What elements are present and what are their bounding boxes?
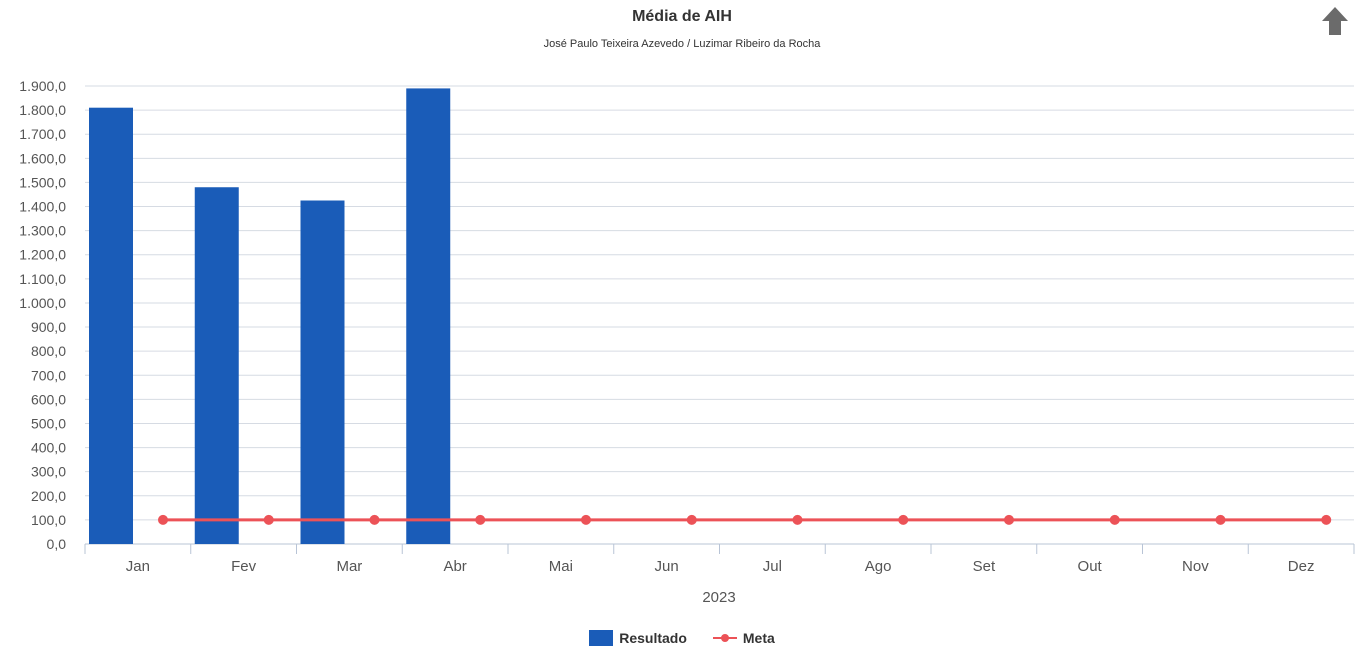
grid-lines <box>85 85 1354 521</box>
bar-resultado[interactable] <box>406 88 451 545</box>
x-tick-label: Jun <box>655 558 679 575</box>
legend-item-resultado[interactable]: Resultado <box>589 630 687 646</box>
chart-subtitle: José Paulo Teixeira Azevedo / Luzimar Ri… <box>543 38 821 50</box>
x-tick-label: Dez <box>1288 558 1315 575</box>
legend: Resultado Meta <box>0 630 1364 646</box>
y-tick-label: 900,0 <box>31 319 66 335</box>
y-tick-label: 500,0 <box>31 415 66 431</box>
y-tick-label: 1.700,0 <box>19 126 66 142</box>
meta-point[interactable] <box>475 514 486 525</box>
x-tick-label: Abr <box>443 558 466 575</box>
x-axis-title: 2023 <box>702 589 735 606</box>
y-tick-label: 200,0 <box>31 488 66 504</box>
meta-point[interactable] <box>263 514 274 525</box>
y-tick-label: 300,0 <box>31 464 66 480</box>
x-tick-label: Fev <box>231 558 257 575</box>
y-tick-label: 600,0 <box>31 391 66 407</box>
x-tick-label: Out <box>1078 558 1103 575</box>
y-tick-label: 1.600,0 <box>19 150 66 166</box>
y-tick-label: 1.000,0 <box>19 295 66 311</box>
bar-resultado[interactable] <box>89 107 133 545</box>
chart-title: Média de AIH <box>632 8 732 25</box>
y-tick-label: 1.500,0 <box>19 174 66 190</box>
legend-label-resultado: Resultado <box>619 630 687 646</box>
meta-point[interactable] <box>158 514 168 525</box>
y-tick-label: 100,0 <box>31 512 66 528</box>
x-tick-label: Mar <box>336 558 362 575</box>
chart-area: 0,0 100,0 200,0 300,0 400,0 500,0 600,0 700,0 80… <box>19 78 1355 606</box>
up-arrow-icon <box>1322 7 1348 35</box>
legend-label-meta: Meta <box>742 630 775 646</box>
x-tick-label: Mai <box>549 558 573 575</box>
y-axis: 0,0 100,0 200,0 300,0 400,0 500,0 600,0 700,0 80… <box>19 78 66 552</box>
x-tick-label: Nov <box>1182 558 1209 575</box>
legend-item-meta[interactable]: Meta <box>712 630 775 646</box>
y-tick-label: 1.100,0 <box>19 271 66 287</box>
bar-resultado[interactable] <box>194 187 239 544</box>
bar-resultado[interactable] <box>300 200 345 545</box>
x-tick-label: Set <box>973 558 996 575</box>
meta-point[interactable] <box>1321 514 1332 525</box>
legend-bar-swatch <box>589 630 614 646</box>
y-tick-label: 1.900,0 <box>19 78 66 94</box>
meta-point[interactable] <box>1109 514 1120 525</box>
line-series-meta <box>158 514 1332 525</box>
y-tick-label: 0,0 <box>47 536 67 552</box>
export-menu-button[interactable] <box>1318 4 1352 38</box>
bar-series-resultado <box>89 88 451 545</box>
y-tick-label: 1.200,0 <box>19 247 66 263</box>
y-tick-label: 800,0 <box>31 343 66 359</box>
meta-point[interactable] <box>1004 514 1014 525</box>
x-axis: Jan Fev Mar Abr Mai Jun Jul Ago Set Out Nov Dez <box>84 543 1355 575</box>
meta-point[interactable] <box>581 514 591 525</box>
meta-point[interactable] <box>792 514 803 525</box>
x-tick-label: Jul <box>763 558 782 575</box>
meta-point[interactable] <box>686 514 697 525</box>
y-tick-label: 1.300,0 <box>19 223 66 239</box>
y-tick-label: 400,0 <box>31 440 66 456</box>
x-tick-label: Jan <box>126 558 150 575</box>
y-tick-label: 1.400,0 <box>19 199 66 215</box>
meta-point[interactable] <box>369 514 380 525</box>
y-tick-label: 1.800,0 <box>19 102 66 118</box>
legend-line-swatch <box>712 630 737 646</box>
meta-point[interactable] <box>898 514 909 525</box>
y-tick-label: 700,0 <box>31 367 66 383</box>
x-tick-label: Ago <box>865 558 892 575</box>
meta-point[interactable] <box>1215 514 1226 525</box>
